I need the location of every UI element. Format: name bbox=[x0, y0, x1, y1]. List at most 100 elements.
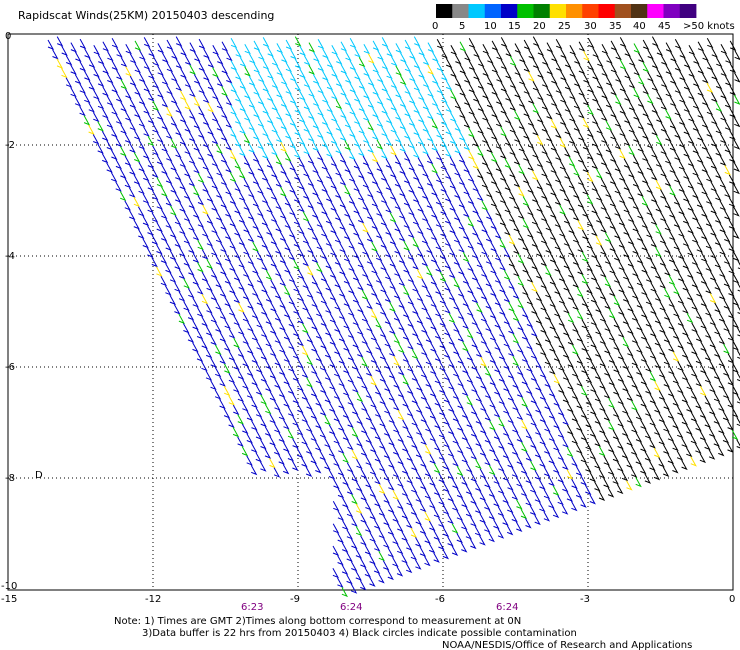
wind-barb bbox=[472, 181, 479, 192]
wind-barb bbox=[253, 62, 261, 74]
wind-barb bbox=[513, 199, 521, 210]
wind-barb bbox=[434, 440, 441, 452]
wind-barb bbox=[388, 391, 396, 402]
wind-barb bbox=[449, 245, 456, 257]
wind-barb bbox=[206, 191, 214, 203]
wind-barb bbox=[450, 44, 458, 56]
wind-barb bbox=[267, 46, 274, 57]
wind-barb bbox=[361, 334, 369, 345]
wind-barb bbox=[133, 129, 141, 141]
wind-barb bbox=[342, 497, 349, 508]
wind-barb bbox=[484, 410, 492, 422]
wind-barb bbox=[156, 177, 164, 188]
wind-barb bbox=[610, 40, 618, 51]
wind-barb bbox=[434, 306, 442, 318]
wind-barb bbox=[713, 347, 721, 358]
wind-barb bbox=[312, 74, 320, 85]
wind-barb bbox=[79, 83, 86, 94]
wind-barb bbox=[580, 475, 587, 486]
wind-barb bbox=[440, 204, 447, 215]
wind-barb bbox=[330, 156, 338, 167]
wind-barb bbox=[544, 355, 552, 366]
wind-barb bbox=[608, 420, 615, 431]
wind-barb bbox=[242, 379, 249, 390]
wind-barb bbox=[148, 46, 155, 57]
wind-barb bbox=[359, 557, 367, 568]
wind-barb bbox=[351, 471, 359, 483]
wind-barb bbox=[301, 367, 309, 379]
wind-barb bbox=[453, 233, 461, 244]
wind-barb bbox=[242, 289, 250, 300]
wind-barb bbox=[311, 342, 318, 353]
wind-barb bbox=[390, 167, 397, 178]
wind-barb bbox=[655, 112, 663, 123]
wind-barb bbox=[389, 301, 396, 312]
wind-barb bbox=[645, 294, 653, 306]
wind-barb bbox=[338, 354, 346, 365]
wind-barb bbox=[475, 458, 482, 470]
wind-barb bbox=[416, 313, 424, 325]
wind-barb bbox=[212, 89, 219, 100]
wind-barb bbox=[403, 218, 411, 229]
wind-barb bbox=[242, 356, 249, 367]
wind-barb bbox=[503, 292, 511, 303]
wind-barb bbox=[343, 341, 350, 352]
wind-barb bbox=[243, 133, 251, 144]
wind-barb bbox=[392, 512, 399, 523]
wind-barb bbox=[458, 130, 466, 142]
wind-barb bbox=[428, 520, 436, 532]
wind-barb bbox=[214, 389, 222, 400]
wind-barb bbox=[430, 319, 437, 331]
wind-barb bbox=[383, 471, 391, 482]
wind-barb bbox=[449, 134, 457, 145]
wind-barb bbox=[425, 288, 433, 299]
wind-barb bbox=[517, 231, 525, 242]
wind-barb bbox=[235, 47, 242, 58]
wind-barb bbox=[382, 560, 390, 571]
wind-barb bbox=[412, 259, 419, 270]
wind-barb bbox=[617, 416, 624, 428]
wind-barb bbox=[179, 224, 186, 235]
wind-barb bbox=[93, 89, 100, 100]
wind-barb bbox=[653, 425, 661, 436]
wind-barb bbox=[266, 180, 273, 191]
wind-barb bbox=[702, 73, 709, 84]
wind-barb bbox=[319, 405, 327, 416]
wind-barb bbox=[365, 433, 373, 444]
wind-barb bbox=[646, 116, 654, 127]
wind-barb bbox=[331, 67, 338, 78]
wind-barb bbox=[520, 464, 528, 475]
wind-barb bbox=[516, 477, 523, 488]
wind-barb bbox=[543, 511, 551, 522]
wind-barb bbox=[417, 135, 425, 146]
wind-barb bbox=[552, 507, 560, 519]
wind-barb bbox=[477, 168, 484, 179]
wind-barb bbox=[283, 352, 291, 363]
wind-barb bbox=[374, 385, 382, 396]
wind-barb bbox=[690, 456, 697, 467]
wind-barb bbox=[193, 96, 201, 107]
wind-barb bbox=[325, 191, 333, 203]
wind-barb bbox=[555, 128, 562, 139]
wind-barb bbox=[301, 434, 308, 446]
wind-barb bbox=[237, 391, 245, 403]
wind-barb bbox=[224, 251, 232, 263]
wind-barb bbox=[523, 106, 530, 117]
wind-barb bbox=[530, 326, 538, 337]
wind-barb bbox=[445, 57, 453, 69]
wind-barb bbox=[243, 222, 250, 233]
wind-barb bbox=[224, 229, 232, 240]
wind-barb bbox=[384, 292, 392, 303]
wind-barb bbox=[632, 244, 639, 255]
wind-barb bbox=[656, 68, 663, 79]
wind-barb bbox=[147, 135, 155, 147]
wind-barb bbox=[393, 311, 401, 322]
wind-barb bbox=[495, 139, 503, 150]
wind-barb bbox=[52, 49, 59, 60]
wind-barb bbox=[206, 236, 214, 247]
wind-barb bbox=[695, 376, 703, 387]
wind-barb bbox=[314, 463, 322, 474]
wind-barb bbox=[347, 350, 355, 361]
wind-barb bbox=[120, 79, 128, 90]
wind-barb bbox=[386, 46, 393, 57]
